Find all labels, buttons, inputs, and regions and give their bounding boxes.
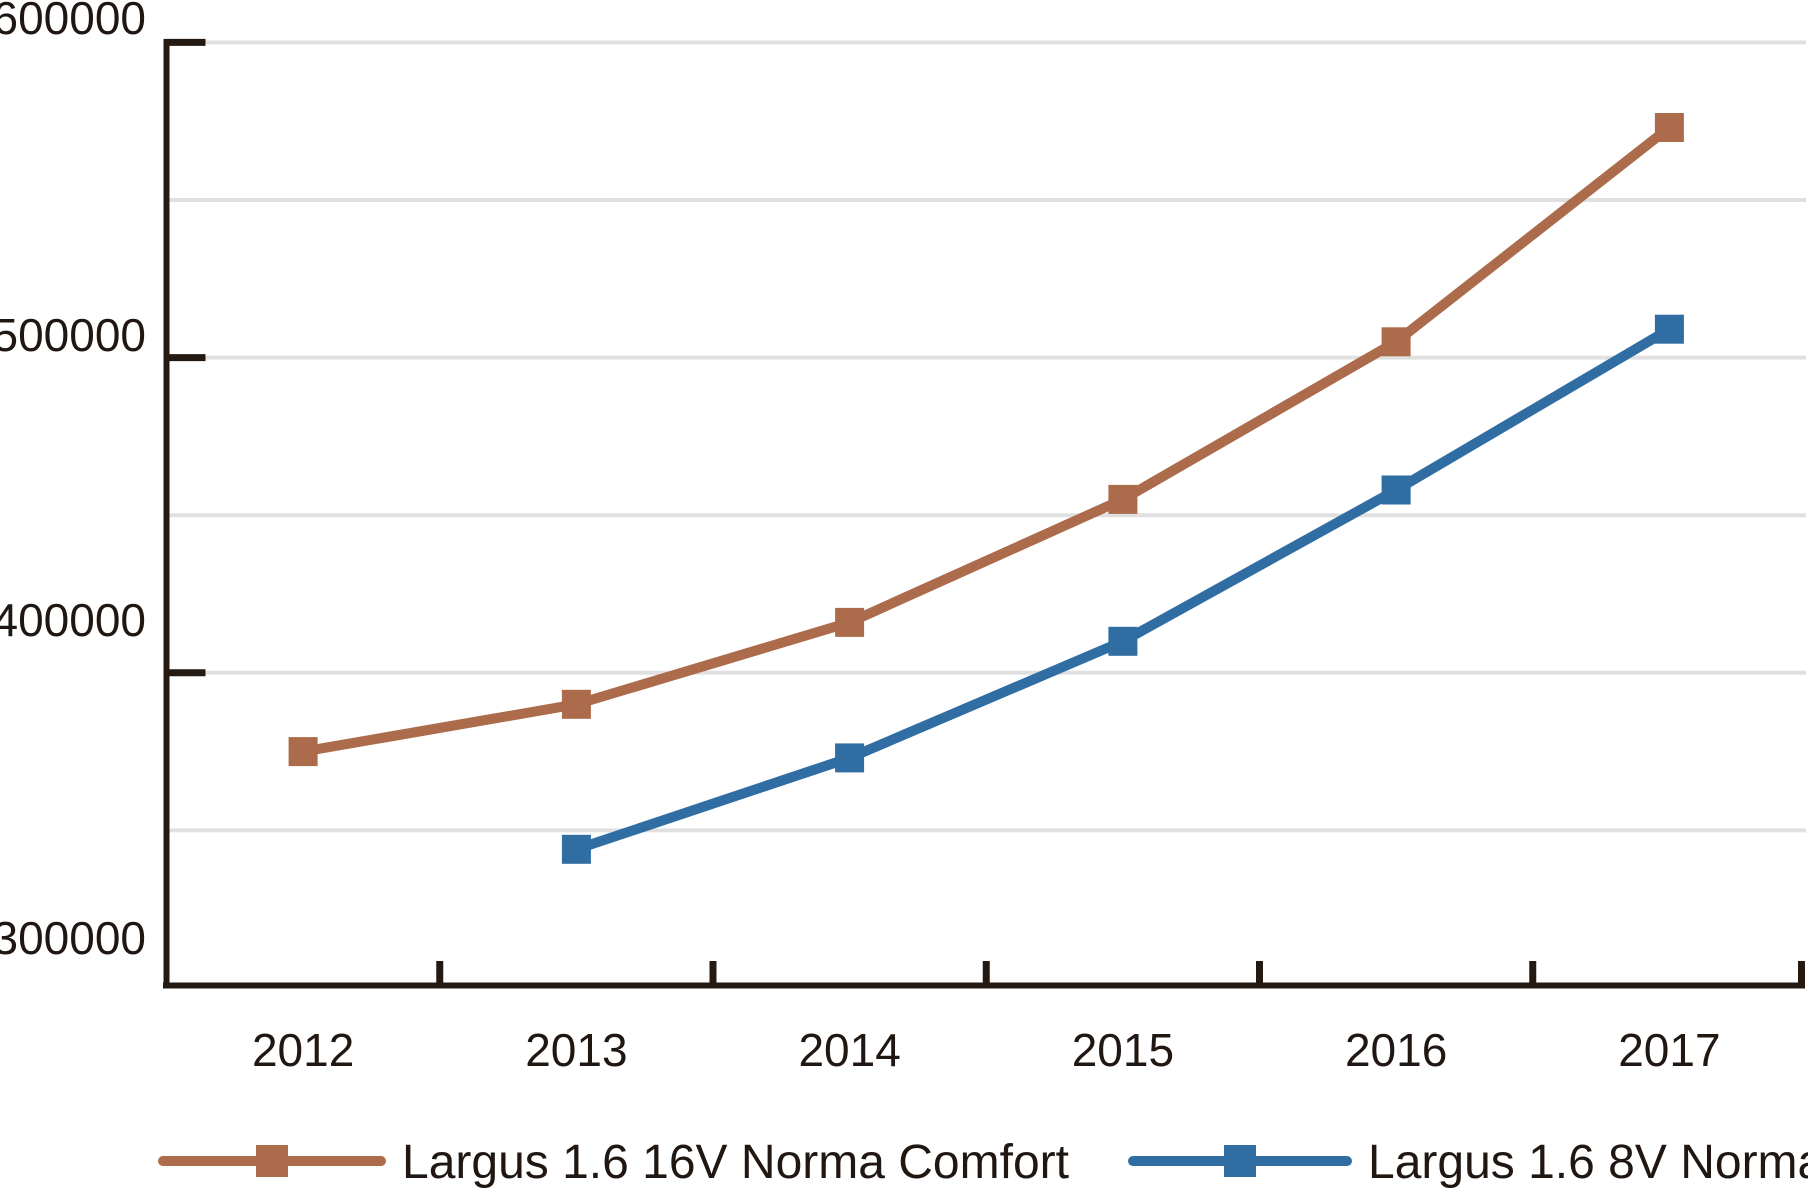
data-point-marker: [1381, 327, 1411, 357]
legend: Largus 1.6 16V Norma Comfort Largus 1.6 8…: [158, 1136, 1808, 1189]
legend-marker-sample: [256, 1145, 288, 1177]
series-line: [574, 324, 1672, 855]
data-point-marker: [1654, 314, 1684, 344]
series-norma-8v: [561, 314, 1684, 864]
data-point-marker: [561, 689, 591, 719]
series-line: [302, 123, 1673, 757]
data-point-marker: [1108, 484, 1138, 514]
x-tick-label: 2012: [252, 1024, 354, 1076]
data-point-marker: [561, 834, 591, 864]
data-point-marker: [1654, 113, 1684, 142]
x-tick-label: 2015: [1072, 1024, 1174, 1076]
y-tick-label: 500000: [0, 309, 146, 361]
x-tick-label: 2013: [525, 1024, 627, 1076]
legend-label: Largus 1.6 8V Norma: [1368, 1136, 1808, 1189]
x-tick-label: 2016: [1345, 1024, 1447, 1076]
y-tick-label: 400000: [0, 594, 146, 646]
data-point-marker: [288, 737, 318, 767]
gridlines: [168, 40, 1806, 833]
y-tick-label: 600000: [0, 0, 146, 44]
data-point-marker: [835, 743, 865, 773]
x-tick-label: 2017: [1618, 1024, 1720, 1076]
data-point-marker: [1381, 475, 1411, 505]
legend-item: Largus 1.6 8V Norma: [1128, 1136, 1808, 1189]
data-point-marker: [835, 607, 865, 637]
axes: [163, 38, 1805, 989]
x-tick-label: 2014: [798, 1024, 900, 1076]
y-tick-label: 300000: [0, 912, 146, 964]
legend-marker-sample: [1224, 1145, 1256, 1177]
legend-item: Largus 1.6 16V Norma Comfort: [158, 1136, 1069, 1189]
data-point-marker: [1108, 626, 1138, 656]
legend-label: Largus 1.6 16V Norma Comfort: [402, 1136, 1069, 1189]
tick-labels: 600000 500000 400000 300000 2012 2013 2014 2015…: [0, 0, 1721, 1076]
series-norma-comfort-16v: [288, 113, 1684, 767]
